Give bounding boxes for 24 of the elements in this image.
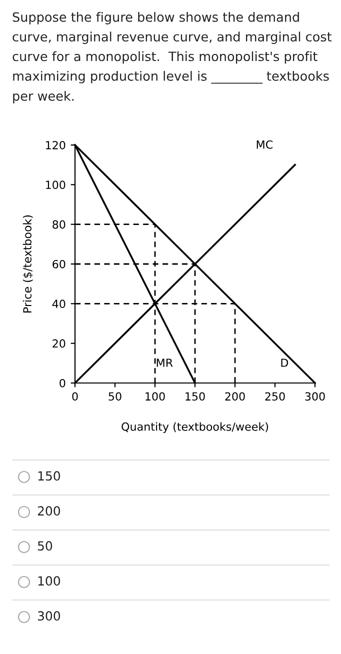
text: 200 bbox=[38, 506, 60, 516]
y-tick-label: 100 bbox=[46, 180, 66, 190]
y-tick-label: 0 bbox=[60, 378, 66, 388]
y-tick-label: 120 bbox=[46, 140, 66, 150]
series-label: MR bbox=[156, 358, 173, 367]
y-tick-label: 80 bbox=[52, 220, 66, 229]
x-tick-label: 50 bbox=[108, 392, 122, 401]
x-tick-label: 250 bbox=[265, 392, 285, 401]
y-tick-label: 40 bbox=[52, 300, 66, 308]
x-tick-label: 300 bbox=[305, 392, 325, 401]
text: MC bbox=[256, 140, 273, 149]
series-label: D bbox=[281, 358, 288, 367]
x-tick-label: 100 bbox=[146, 392, 165, 401]
y-axis-title: Price ($/textbook) bbox=[22, 215, 33, 312]
y-tick-label: 60 bbox=[52, 260, 66, 268]
x-tick-label: 150 bbox=[186, 392, 205, 401]
x-axis-title: Quantity (textbooks/week) bbox=[122, 422, 268, 433]
text: 150 bbox=[38, 471, 60, 481]
y-tick-label: 20 bbox=[52, 339, 66, 348]
x-tick-label: 200 bbox=[225, 392, 245, 401]
text: 50 bbox=[38, 541, 52, 551]
chart-title: Suppose the figure below shows the demand curve, marginal revenue curve, and marginal cost curve for a monopolist. This monopolist's profit maximizing production level is ________ textbooks per week. bbox=[12, 12, 332, 104]
text: 300 bbox=[38, 611, 60, 621]
x-tick-label: 0 bbox=[72, 392, 78, 401]
